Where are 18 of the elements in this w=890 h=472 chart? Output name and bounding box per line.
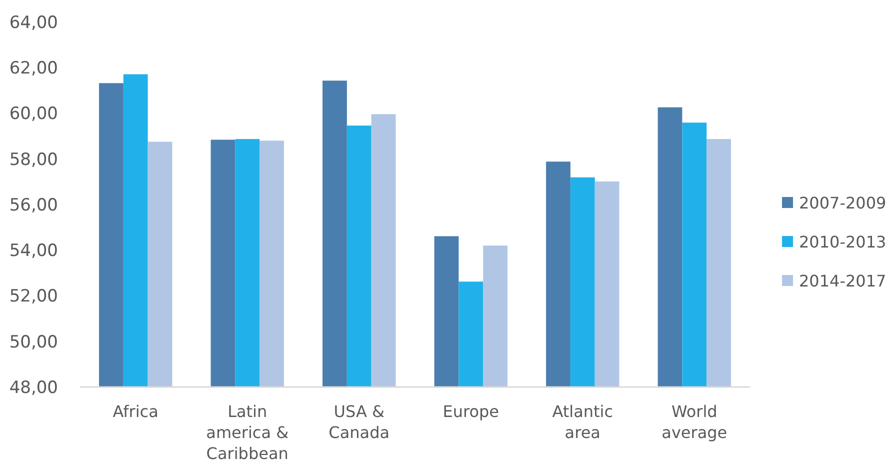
y-tick-label: 48,00	[9, 378, 58, 398]
x-tick-label: Atlantic area	[552, 402, 614, 442]
x-tick-label: Africa	[112, 402, 158, 421]
x-tick-label: World average	[662, 402, 728, 442]
legend-label: 2010-2013	[799, 232, 886, 252]
y-tick-label: 56,00	[9, 195, 58, 216]
legend-label: 2014-2017	[799, 272, 886, 291]
x-tick-label: USA & Canada	[328, 402, 390, 442]
y-tick-label: 60,00	[9, 104, 58, 124]
legend-label: 2007-2009	[799, 194, 886, 213]
y-tick-label: 54,00	[9, 241, 58, 262]
y-tick-label: 62,00	[9, 58, 58, 79]
y-tick-label: 52,00	[9, 286, 58, 307]
x-tick-label: Europe	[442, 402, 500, 421]
y-tick-label: 64,00	[9, 12, 58, 33]
x-tick-label: Latin america & Caribbean	[206, 402, 289, 463]
y-tick-label: 58,00	[9, 150, 58, 170]
y-tick-label: 50,00	[9, 332, 58, 352]
